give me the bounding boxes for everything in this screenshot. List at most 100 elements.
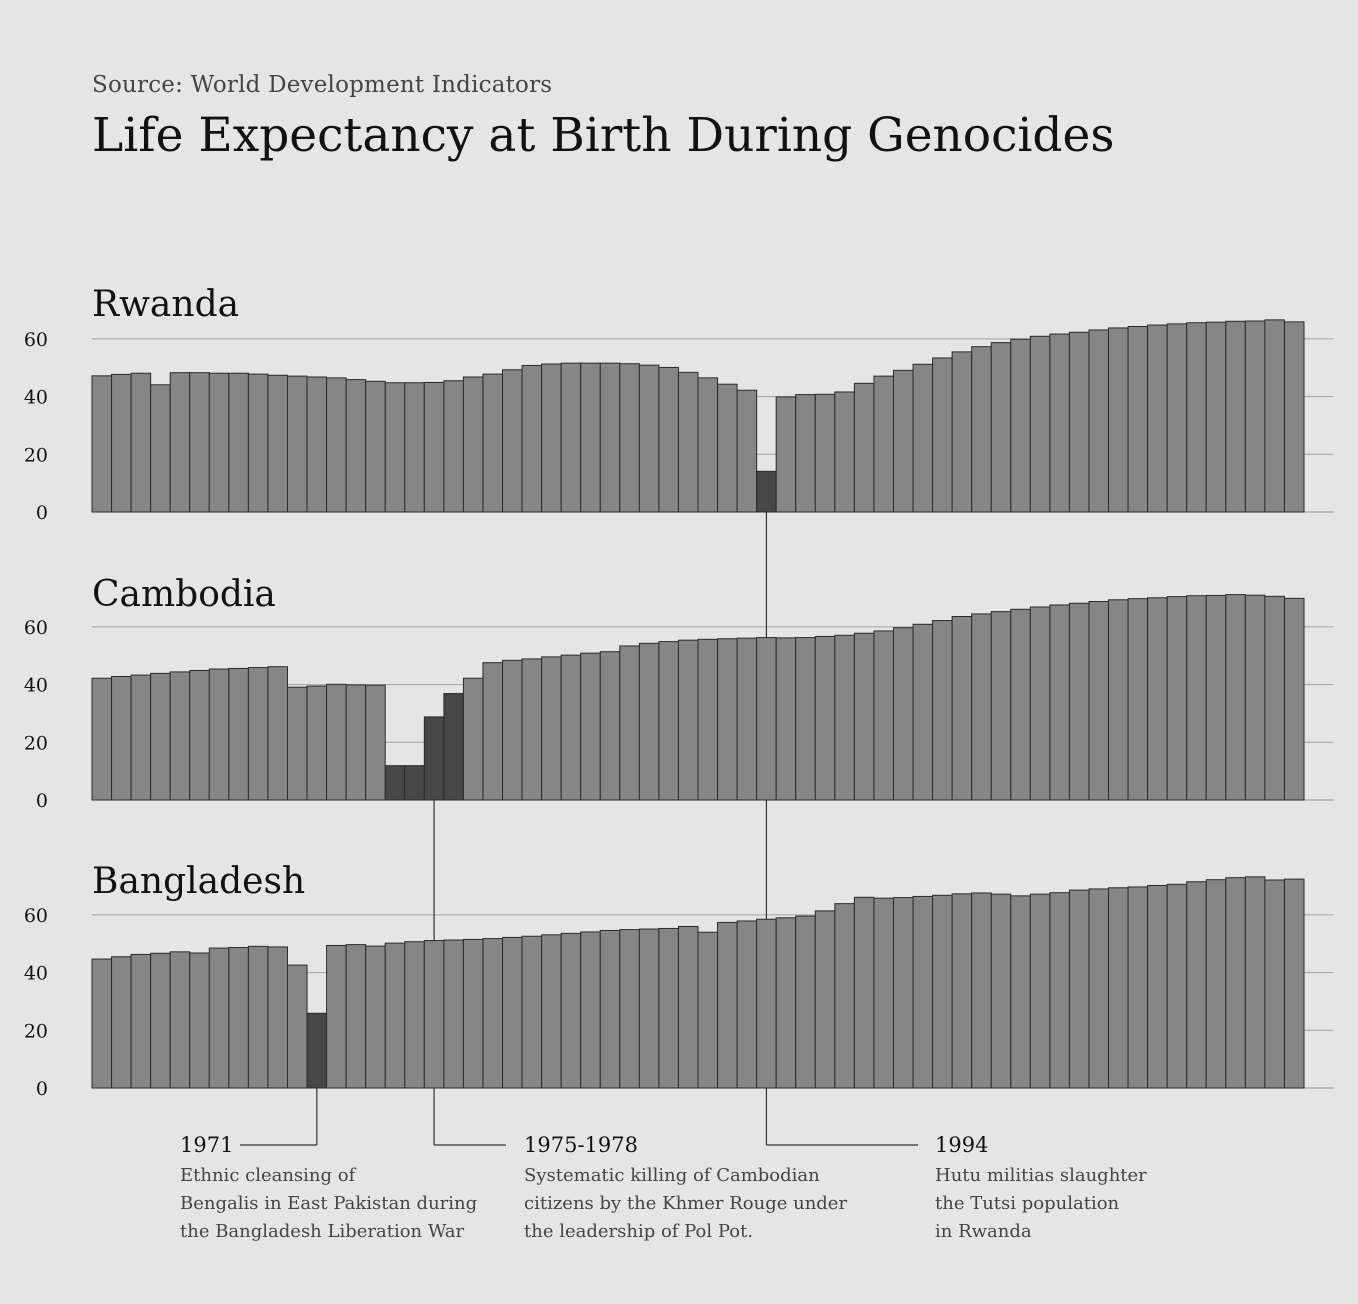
rwanda-bar-1985 <box>580 362 601 513</box>
rwanda-bar-2010 <box>1068 331 1090 513</box>
rwanda-bar-1992 <box>717 383 738 513</box>
cambodia-bar-2016 <box>1186 595 1207 801</box>
rwanda-bar-1979 <box>462 376 484 513</box>
cambodia-bar-1999 <box>853 632 875 801</box>
cambodia-bar-1975 <box>384 765 406 801</box>
rwanda-bar-1965 <box>189 372 210 513</box>
rwanda-bar-2013 <box>1127 325 1149 513</box>
cambodia-bar-1980 <box>482 662 504 801</box>
cambodia-bar-2004 <box>951 616 973 801</box>
cambodia-bar-1982 <box>521 658 543 801</box>
annotation-1994-label: 1994 <box>935 1133 988 1157</box>
rwanda-bar-1976 <box>404 382 425 513</box>
bangladesh-bar-1963 <box>150 952 171 1089</box>
bangladesh-bar-1979 <box>462 938 484 1089</box>
bangladesh-bar-1978 <box>443 939 464 1089</box>
bangladesh-bar-1992 <box>717 921 738 1089</box>
bangladesh-bar-2013 <box>1127 886 1149 1089</box>
rwanda-bar-1996 <box>795 394 816 513</box>
bangladesh-bar-1977 <box>423 940 445 1089</box>
rwanda-bar-1990 <box>677 371 699 513</box>
cambodia-bar-1986 <box>599 651 621 801</box>
bangladesh-bar-1993 <box>736 920 758 1089</box>
cambodia-bar-1997 <box>814 635 836 801</box>
rwanda-bar-1966 <box>208 372 230 513</box>
cambodia-bar-2002 <box>912 623 934 801</box>
cambodia-bar-1987 <box>619 645 640 801</box>
cambodia-bar-2000 <box>873 630 894 801</box>
bangladesh-bar-1998 <box>834 903 855 1089</box>
cambodia-bar-1963 <box>150 672 171 801</box>
bangladesh-bar-2004 <box>951 893 973 1089</box>
cambodia-bar-2020 <box>1264 595 1285 801</box>
cambodia-bar-1961 <box>111 676 132 801</box>
cambodia-bar-1972 <box>326 683 347 801</box>
rwanda-bar-1982 <box>521 364 543 513</box>
rwanda-bar-2009 <box>1049 333 1070 513</box>
rwanda-bar-2002 <box>912 363 934 513</box>
rwanda-bar-1989 <box>658 366 679 513</box>
bangladesh-bar-1966 <box>208 947 230 1089</box>
rwanda-bar-2000 <box>873 375 894 513</box>
bangladesh-bar-1973 <box>345 944 367 1089</box>
bangladesh-bar-2001 <box>892 897 914 1089</box>
cambodia-bar-1990 <box>677 639 699 801</box>
rwanda-bar-1963 <box>150 384 171 513</box>
bangladesh-bar-1968 <box>247 945 269 1089</box>
bangladesh-bar-2009 <box>1049 892 1070 1089</box>
cambodia-bar-2017 <box>1205 594 1227 801</box>
rwanda-bar-1971 <box>306 376 328 513</box>
bangladesh-bar-1985 <box>580 931 601 1089</box>
cambodia-bar-1996 <box>795 637 816 801</box>
rwanda-bar-2018 <box>1225 320 1246 513</box>
cambodia-bar-1969 <box>267 666 288 801</box>
cambodia-bar-1998 <box>834 634 855 801</box>
rwanda-bar-1977 <box>423 381 445 513</box>
rwanda-bar-1975 <box>384 382 406 513</box>
cambodia-bar-2019 <box>1244 594 1266 801</box>
bangladesh-panel-title: Bangladesh <box>92 861 305 902</box>
rwanda-bar-1998 <box>834 391 855 513</box>
cambodia-bar-1977 <box>423 716 445 801</box>
rwanda-bar-1999 <box>853 382 875 513</box>
bangladesh-bar-1960 <box>91 958 113 1089</box>
cambodia-bar-2012 <box>1108 599 1129 801</box>
rwanda-bar-2001 <box>892 369 914 513</box>
rwanda-bar-1962 <box>130 372 152 513</box>
cambodia-bar-2007 <box>1010 608 1031 801</box>
annotation-1975-1978-description: Systematic killing of Cambodian citizens… <box>524 1165 848 1242</box>
bangladesh-bar-1996 <box>795 915 816 1089</box>
rwanda-bar-1968 <box>247 373 269 513</box>
bangladesh-bar-1983 <box>541 934 562 1089</box>
rwanda-bar-2015 <box>1166 323 1188 513</box>
bangladesh-bar-1975 <box>384 942 406 1089</box>
bangladesh-bar-1989 <box>658 927 679 1089</box>
rwanda-bar-2006 <box>990 342 1012 513</box>
cambodia-bar-2008 <box>1029 606 1051 801</box>
cambodia-bar-1970 <box>286 686 308 801</box>
bangladesh-bar-1971 <box>306 1012 328 1089</box>
rwanda-bar-1973 <box>345 379 367 513</box>
bangladesh-bar-1995 <box>775 917 797 1089</box>
cambodia-bar-1985 <box>580 652 601 801</box>
cambodia-bar-1962 <box>130 674 152 801</box>
rwanda-bar-1969 <box>267 374 288 513</box>
bangladesh-bar-2014 <box>1147 884 1168 1089</box>
rwanda-bar-2005 <box>971 346 992 513</box>
bangladesh-bar-2002 <box>912 895 934 1089</box>
cambodia-bar-2011 <box>1088 601 1110 801</box>
cambodia-bar-1967 <box>228 667 249 801</box>
rwanda-bar-1978 <box>443 380 464 513</box>
rwanda-bar-1988 <box>638 364 660 513</box>
cambodia-tick-label-40: 40 <box>24 675 48 697</box>
bangladesh-bar-1974 <box>365 945 386 1089</box>
annotation-1994-description: Hutu militias slaughter the Tutsi popula… <box>935 1165 1147 1242</box>
annotation-1971-description: Ethnic cleansing of Bengalis in East Pak… <box>180 1165 478 1242</box>
rwanda-bar-1983 <box>541 363 562 513</box>
cambodia-bar-1981 <box>502 659 523 801</box>
rwanda-bar-2017 <box>1205 321 1227 513</box>
cambodia-bar-1960 <box>91 677 113 801</box>
annotation-1971-label: 1971 <box>180 1133 233 1157</box>
cambodia-tick-label-60: 60 <box>24 617 48 639</box>
cambodia-bar-1993 <box>736 637 758 801</box>
